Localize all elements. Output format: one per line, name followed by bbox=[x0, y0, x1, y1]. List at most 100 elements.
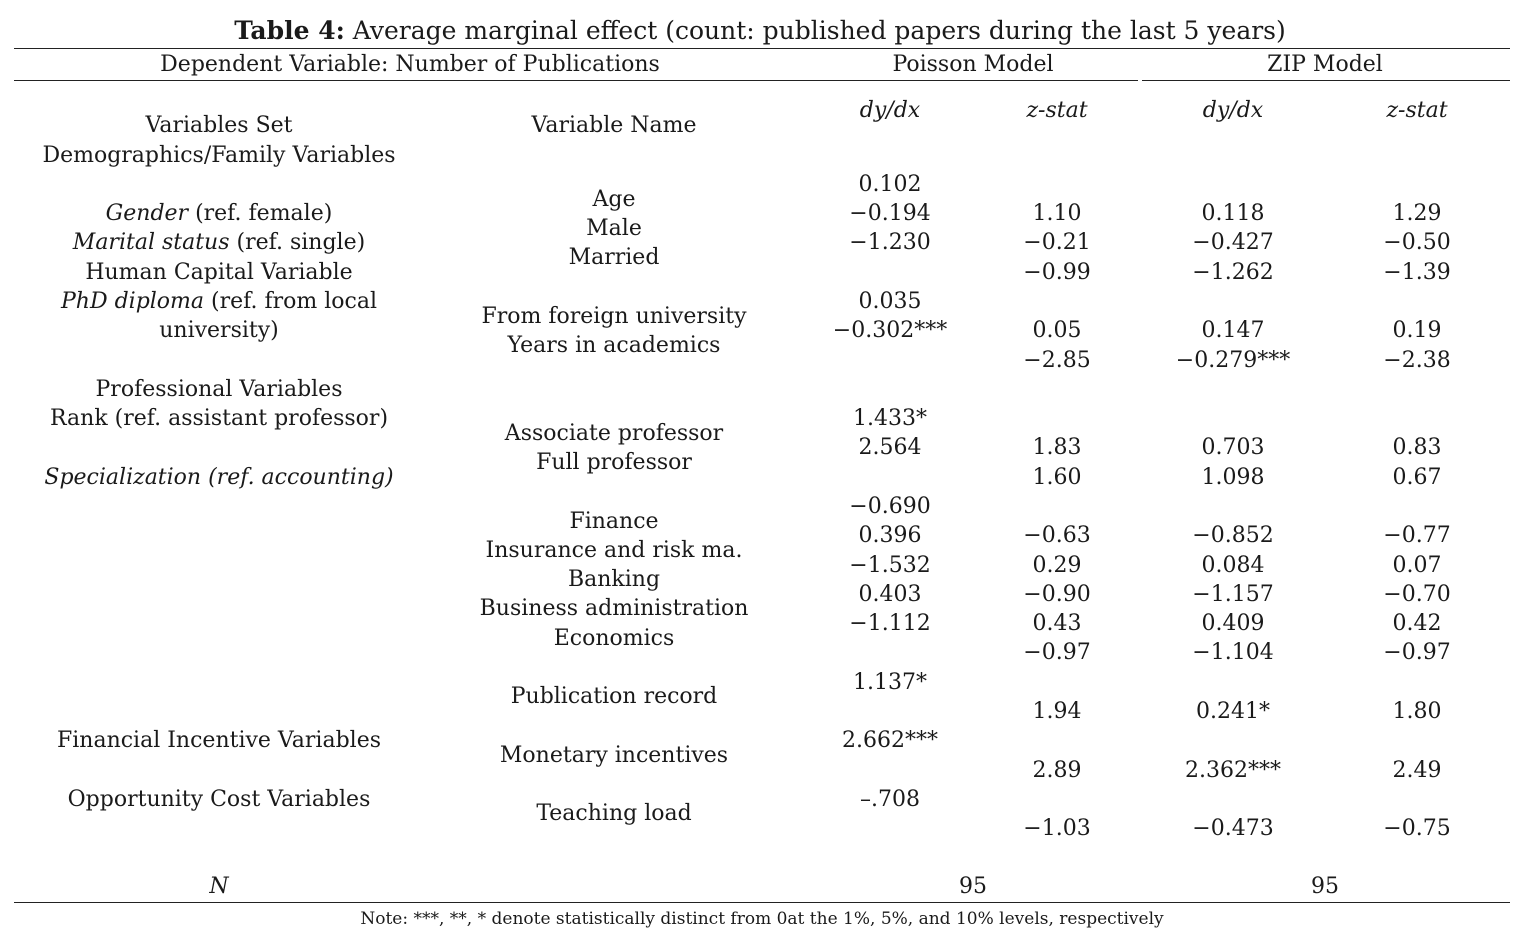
variable-name-header: Variable Name bbox=[531, 113, 697, 138]
variable-set-label: Opportunity Cost Variables bbox=[68, 786, 371, 814]
poisson-zstat-cell: 1.10 bbox=[1032, 201, 1082, 226]
poisson-dydx-cell: −1.532 bbox=[849, 553, 931, 578]
zip-zstat-cell: −1.39 bbox=[1383, 260, 1451, 285]
variable-name-cell: Full professor bbox=[536, 450, 692, 475]
variable-set-suffix: (ref. single) bbox=[229, 230, 366, 255]
n-label: N bbox=[209, 874, 229, 899]
zip-dydx-cell: 0.084 bbox=[1201, 553, 1265, 578]
variable-set-suffix: (ref. female) bbox=[188, 201, 333, 226]
variable-set-label: Rank (ref. assistant professor) bbox=[50, 405, 388, 433]
zip-zstat-cell: −0.50 bbox=[1383, 230, 1451, 255]
poisson-zstat-cell: 0.29 bbox=[1032, 553, 1082, 578]
variable-set-suffix: (ref. from local bbox=[204, 289, 378, 314]
zip-dydx-cell: −1.262 bbox=[1192, 260, 1274, 285]
zip-zstat-cell: −2.38 bbox=[1383, 348, 1451, 373]
variable-name-cell: Banking bbox=[567, 567, 661, 592]
zip-dydx-cell: −0.473 bbox=[1192, 816, 1274, 841]
poisson-zstat-cell: 1.60 bbox=[1032, 465, 1082, 490]
zip-dydx-cell: −0.279*** bbox=[1175, 348, 1291, 373]
zip-model-header: ZIP Model bbox=[1267, 52, 1383, 77]
variable-name-cell: From foreign university bbox=[481, 304, 747, 329]
variable-name-cell: Years in academics bbox=[507, 333, 721, 358]
poisson-dydx-cell: 0.102 bbox=[858, 172, 922, 197]
poisson-dydx-cell: 2.662*** bbox=[842, 728, 938, 753]
poisson-dydx-cell: 0.035 bbox=[858, 289, 922, 314]
poisson-zstat-cell: 1.83 bbox=[1032, 435, 1082, 460]
zip-dydx-cell: 1.098 bbox=[1201, 465, 1265, 490]
poisson-dydx-cell: −0.302*** bbox=[832, 318, 948, 343]
poisson-zstat-cell: −0.99 bbox=[1023, 260, 1091, 285]
variable-name-cell: Teaching load bbox=[536, 801, 692, 826]
zip-dydx-cell: −1.104 bbox=[1192, 640, 1274, 665]
zip-zstat-cell: 1.29 bbox=[1392, 201, 1442, 226]
poisson-dydx-cell: 1.433* bbox=[853, 406, 927, 431]
zip-zstat-cell: −0.75 bbox=[1383, 816, 1451, 841]
variable-set-label: Professional Variables bbox=[96, 376, 343, 404]
table-title-label: Table 4: bbox=[234, 16, 345, 45]
variable-set-text: university) bbox=[159, 318, 279, 343]
variable-name-cell: Married bbox=[568, 245, 660, 270]
variable-set-label: Demographics/Family Variables bbox=[42, 142, 395, 170]
variable-name-cell: Male bbox=[586, 216, 642, 241]
zip-zstat-cell: −0.77 bbox=[1383, 523, 1451, 548]
poisson-dydx-cell: 0.403 bbox=[858, 582, 922, 607]
variable-set-text: Marital status bbox=[72, 230, 230, 255]
variable-set-text: Gender bbox=[105, 201, 189, 226]
zip-zstat-header: z-stat bbox=[1386, 98, 1448, 123]
variable-set-label: Specialization (ref. accounting) bbox=[44, 464, 393, 492]
variable-set-text: Demographics/Family Variables bbox=[42, 143, 396, 168]
zip-dydx-cell: 2.362*** bbox=[1185, 758, 1281, 783]
variable-set-label: university) bbox=[159, 317, 279, 345]
variable-set-text: Professional Variables bbox=[95, 377, 343, 402]
zip-zstat-cell: 0.07 bbox=[1392, 553, 1442, 578]
zip-dydx-cell: −0.852 bbox=[1192, 523, 1274, 548]
variable-name-cell: Finance bbox=[569, 509, 659, 534]
variable-name-cell: Monetary incentives bbox=[499, 743, 729, 768]
poisson-dydx-cell: −1.112 bbox=[849, 611, 931, 636]
poisson-zstat-cell: 0.43 bbox=[1032, 611, 1082, 636]
table-title: Table 4: Average marginal effect (count:… bbox=[234, 17, 1286, 45]
zip-zstat-cell: 1.80 bbox=[1392, 699, 1442, 724]
poisson-dydx-cell: –.708 bbox=[860, 787, 920, 812]
variable-set-text: Financial Incentive Variables bbox=[56, 728, 382, 753]
poisson-dydx-cell: −0.194 bbox=[849, 201, 931, 226]
variable-name-cell: Associate professor bbox=[504, 421, 724, 446]
top-rule bbox=[14, 48, 1510, 49]
zip-dydx-cell: 0.118 bbox=[1201, 201, 1265, 226]
variable-set-text: Human Capital Variable bbox=[85, 260, 353, 285]
zip-dydx-cell: 0.703 bbox=[1201, 435, 1265, 460]
variable-name-cell: Business administration bbox=[479, 596, 749, 621]
variable-set-text: Opportunity Cost Variables bbox=[67, 787, 371, 812]
zip-zstat-cell: 0.83 bbox=[1392, 435, 1442, 460]
dependent-variable-header: Dependent Variable: Number of Publicatio… bbox=[160, 52, 660, 77]
variable-name-cell: Insurance and risk ma. bbox=[485, 538, 743, 563]
variable-set-label: PhD diploma (ref. from local bbox=[61, 288, 377, 316]
poisson-zstat-cell: −0.63 bbox=[1023, 523, 1091, 548]
header-rule-1 bbox=[14, 80, 808, 81]
zip-dydx-cell: 0.241* bbox=[1196, 699, 1270, 724]
bottom-rule bbox=[14, 902, 1510, 903]
n-poisson: 95 bbox=[959, 874, 987, 899]
poisson-zstat-cell: 2.89 bbox=[1032, 758, 1082, 783]
zip-dydx-header: dy/dx bbox=[1202, 98, 1264, 123]
variable-set-text: Specialization (ref. accounting) bbox=[44, 465, 394, 490]
zip-zstat-cell: −0.97 bbox=[1383, 640, 1451, 665]
poisson-dydx-cell: 2.564 bbox=[858, 435, 922, 460]
variable-set-label: Financial Incentive Variables bbox=[57, 727, 381, 755]
variable-set-label: Gender (ref. female) bbox=[106, 200, 333, 228]
zip-zstat-cell: 2.49 bbox=[1392, 758, 1442, 783]
poisson-zstat-cell: −0.90 bbox=[1023, 582, 1091, 607]
poisson-dydx-cell: −0.690 bbox=[849, 494, 931, 519]
variables-set-header: Variables Set bbox=[145, 113, 293, 138]
zip-zstat-cell: 0.42 bbox=[1392, 611, 1442, 636]
poisson-zstat-cell: −0.97 bbox=[1023, 640, 1091, 665]
variable-name-cell: Publication record bbox=[510, 684, 718, 709]
variable-set-text: Rank (ref. assistant professor) bbox=[49, 406, 389, 431]
zip-zstat-cell: 0.19 bbox=[1392, 318, 1442, 343]
variable-name-cell: Age bbox=[592, 187, 636, 212]
poisson-dydx-cell: −1.230 bbox=[849, 230, 931, 255]
variable-set-label: Human Capital Variable bbox=[85, 259, 352, 287]
zip-dydx-cell: −0.427 bbox=[1192, 230, 1274, 255]
variable-name-cell: Economics bbox=[553, 626, 675, 651]
zip-dydx-cell: −1.157 bbox=[1192, 582, 1274, 607]
